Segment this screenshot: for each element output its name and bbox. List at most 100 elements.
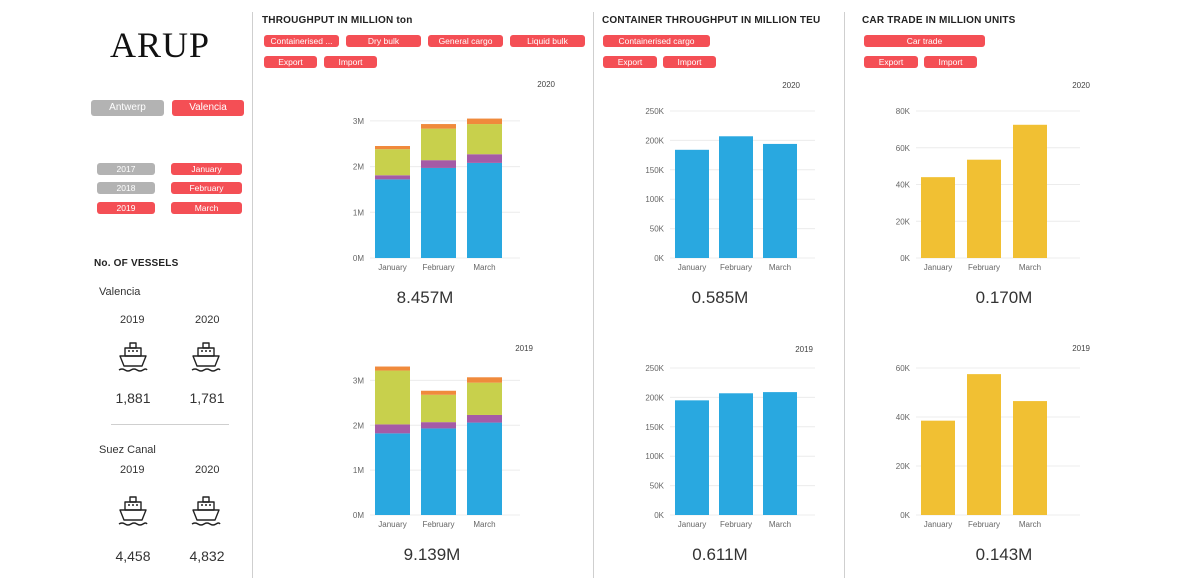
bar-february: [421, 167, 456, 258]
month-filter-february[interactable]: February: [171, 182, 242, 194]
car-2019-chart: 2019 0K 20K 40K 60K January February March: [880, 338, 1090, 538]
container-2020-chart: 2020 0K 50K 100K 150K 200K 250K January Februar…: [620, 78, 820, 278]
y-tick-label: 250K: [645, 364, 664, 373]
ship-icon: [118, 342, 148, 372]
vessel-year-label: 2019: [120, 464, 145, 476]
port-filter-antwerp[interactable]: Antwerp: [91, 100, 164, 116]
filter-containerised[interactable]: Containerised ...: [264, 35, 339, 47]
x-tick-label: February: [422, 520, 454, 529]
car-2019-total: 0.143M: [975, 545, 1033, 564]
bar-march: [467, 382, 502, 415]
panel-divider: [593, 12, 594, 578]
car-2020-total: 0.170M: [975, 288, 1033, 307]
container-2020-svg: 0K 50K 100K 150K 200K 250K January February Marc…: [645, 107, 815, 272]
y-tick-label: 2M: [353, 421, 364, 430]
x-tick-label: January: [378, 263, 406, 272]
container-2020-total: 0.585M: [691, 288, 749, 307]
bar-march: [467, 154, 502, 163]
filter-import[interactable]: Import: [324, 56, 377, 68]
cars-title: CAR TRADE IN MILLION UNITS: [862, 15, 1016, 26]
y-tick-label: 150K: [645, 423, 664, 432]
car-2020-svg: 0K 20K 40K 60K 80K January February March: [896, 107, 1080, 272]
bar-january: [375, 146, 410, 150]
y-tick-label: 200K: [645, 136, 664, 145]
filter-liquid-bulk[interactable]: Liquid bulk: [510, 35, 585, 47]
vessels-title: No. OF VESSELS: [94, 258, 179, 269]
y-tick-label: 50K: [650, 225, 665, 234]
y-tick-label: 1M: [353, 208, 364, 217]
y-tick-label: 0M: [353, 254, 364, 263]
x-tick-label: March: [1019, 263, 1041, 272]
container-2019-total: 0.611M: [692, 545, 748, 564]
x-tick-label: January: [924, 520, 952, 529]
ship-icon: [118, 496, 148, 526]
year-filter-2019[interactable]: 2019: [97, 202, 155, 214]
container-2019-svg: 0K 50K 100K 150K 200K 250K January February Marc…: [645, 364, 815, 529]
container-title: CONTAINER THROUGHPUT IN MILLION TEU: [602, 15, 821, 26]
x-tick-label: January: [678, 263, 706, 272]
x-tick-label: March: [1019, 520, 1041, 529]
bar-february: [421, 124, 456, 129]
bar-march: [467, 422, 502, 515]
month-filter-march[interactable]: March: [171, 202, 242, 214]
throughput-2020-chart: 2020 0M 1M 2M 3M January February March: [325, 78, 565, 278]
bar-january: [375, 179, 410, 258]
x-tick-label: February: [968, 263, 1000, 272]
filter-car-trade[interactable]: Car trade: [864, 35, 985, 47]
x-tick-label: February: [720, 520, 752, 529]
x-tick-label: January: [378, 520, 406, 529]
bar-february: [421, 390, 456, 395]
panel-divider: [252, 12, 253, 578]
filter-export[interactable]: Export: [264, 56, 317, 68]
y-tick-label: 200K: [645, 393, 664, 402]
bar-february: [421, 160, 456, 168]
throughput-2019-total: 9.139M: [403, 545, 461, 564]
bar-march: [467, 414, 502, 423]
y-tick-label: 0M: [353, 511, 364, 520]
bar-january: [921, 177, 955, 258]
bar-february: [421, 394, 456, 423]
filter-export[interactable]: Export: [603, 56, 657, 68]
x-tick-label: February: [720, 263, 752, 272]
vessel-divider: [111, 424, 229, 425]
filter-import[interactable]: Import: [924, 56, 977, 68]
bar-february: [421, 422, 456, 429]
chart-year-label: 2020: [537, 80, 555, 89]
chart-year-label: 2019: [515, 344, 533, 353]
y-tick-label: 50K: [650, 482, 665, 491]
vessel-year-label: 2020: [195, 464, 220, 476]
throughput-2019-chart: 2019 0M 1M 2M 3M January February March: [325, 338, 565, 538]
bar-january: [375, 149, 410, 176]
arup-logo: ARUP: [110, 25, 211, 65]
filter-general-cargo[interactable]: General cargo: [428, 35, 503, 47]
y-tick-label: 0K: [654, 254, 664, 263]
bar-march: [467, 162, 502, 258]
x-tick-label: March: [473, 263, 495, 272]
filter-import[interactable]: Import: [663, 56, 716, 68]
bar-january: [375, 370, 410, 425]
year-filter-2018[interactable]: 2018: [97, 182, 155, 194]
y-tick-label: 60K: [896, 144, 911, 153]
throughput-title: THROUGHPUT IN MILLION ton: [262, 15, 413, 26]
bar-january: [375, 424, 410, 434]
y-tick-label: 0K: [900, 254, 910, 263]
port-filter-valencia[interactable]: Valencia: [172, 100, 244, 116]
chart-year-label: 2020: [1072, 81, 1090, 90]
y-tick-label: 2M: [353, 163, 364, 172]
filter-dry-bulk[interactable]: Dry bulk: [346, 35, 421, 47]
x-tick-label: January: [678, 520, 706, 529]
y-tick-label: 0K: [900, 511, 910, 520]
y-tick-label: 3M: [353, 117, 364, 126]
bar-january: [375, 175, 410, 180]
bar-february: [421, 128, 456, 161]
filter-export[interactable]: Export: [864, 56, 918, 68]
x-tick-label: February: [968, 520, 1000, 529]
y-tick-label: 40K: [896, 413, 911, 422]
car-2020-chart: 2020 0K 20K 40K 60K 80K January February March: [880, 78, 1090, 278]
vessel-group-suez-name: Suez Canal: [99, 444, 156, 456]
filter-containerised-cargo[interactable]: Containerised cargo: [603, 35, 710, 47]
y-tick-label: 40K: [896, 181, 911, 190]
vessel-group-valencia-name: Valencia: [99, 286, 141, 298]
month-filter-january[interactable]: January: [171, 163, 242, 175]
year-filter-2017[interactable]: 2017: [97, 163, 155, 175]
